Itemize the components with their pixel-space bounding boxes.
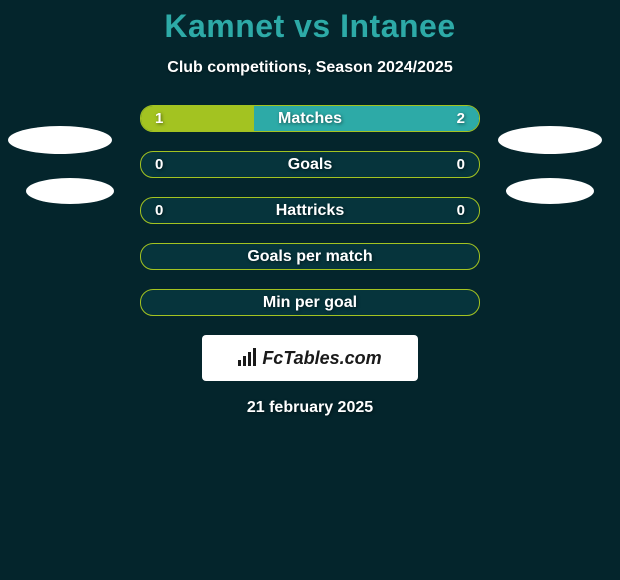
stat-label: Matches <box>141 106 479 131</box>
source-logo-text: FcTables.com <box>262 348 381 369</box>
bar-chart-icon <box>238 348 256 368</box>
stat-row: Min per goal <box>140 289 480 316</box>
stat-row: Goals per match <box>140 243 480 270</box>
player2-avatar-icon <box>498 126 602 154</box>
stat-row: 12Matches <box>140 105 480 132</box>
competition-subtitle: Club competitions, Season 2024/2025 <box>0 59 620 77</box>
stat-label: Min per goal <box>141 290 479 315</box>
stat-label: Goals <box>141 152 479 177</box>
stat-label: Goals per match <box>141 244 479 269</box>
player2-avatar2-icon <box>506 178 594 204</box>
stat-row: 00Goals <box>140 151 480 178</box>
player2-name: Intanee <box>340 8 456 44</box>
comparison-title: Kamnet vs Intanee <box>0 8 620 45</box>
player1-avatar2-icon <box>26 178 114 204</box>
widget-container: Kamnet vs Intanee Club competitions, Sea… <box>0 0 620 580</box>
stat-row: 00Hattricks <box>140 197 480 224</box>
player1-avatar-icon <box>8 126 112 154</box>
player1-name: Kamnet <box>164 8 284 44</box>
snapshot-date: 21 february 2025 <box>0 399 620 417</box>
source-logo: FcTables.com <box>202 335 418 381</box>
stat-label: Hattricks <box>141 198 479 223</box>
vs-separator: vs <box>294 8 331 44</box>
stats-panel: 12Matches 00Goals 00Hattricks Goals per mat… <box>140 105 480 316</box>
